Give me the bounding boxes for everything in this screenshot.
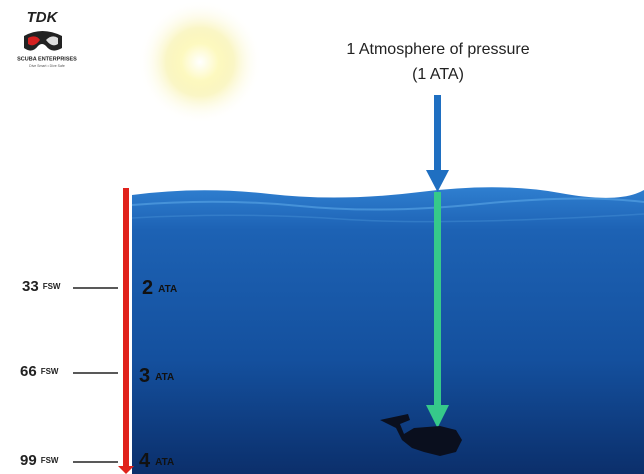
logo-brand: TDK	[27, 9, 59, 26]
pressure-unit: ATA	[158, 284, 177, 295]
pressure-value: 3	[139, 365, 150, 387]
depth-value: 33	[22, 278, 39, 295]
logo-name: SCUBA ENTERPRISES	[17, 56, 77, 62]
diagram: TDK SCUBA ENTERPRISES Dive Smart • Dive …	[0, 0, 644, 474]
depth-unit: FSW	[41, 456, 59, 465]
depth-unit: FSW	[41, 367, 59, 376]
page: TDK SCUBA ENTERPRISES Dive Smart • Dive …	[0, 0, 644, 474]
surface-sublabel: (1 ATA)	[412, 66, 464, 83]
pressure-unit: ATA	[155, 457, 174, 468]
depth-unit: FSW	[43, 282, 61, 291]
surface-label: 1 Atmosphere of pressure	[346, 41, 529, 58]
pressure-unit: ATA	[155, 372, 174, 383]
depth-value: 99	[20, 452, 37, 469]
arrow-shaft	[434, 192, 441, 407]
depth-value: 66	[20, 363, 37, 380]
sun	[138, 0, 262, 124]
logo-tagline: Dive Smart • Dive Safe	[29, 64, 65, 68]
arrow-shaft	[434, 95, 441, 173]
ocean	[132, 187, 644, 474]
depth-line	[123, 188, 129, 466]
pressure-value: 2	[142, 277, 153, 299]
pressure-value: 4	[139, 450, 151, 472]
